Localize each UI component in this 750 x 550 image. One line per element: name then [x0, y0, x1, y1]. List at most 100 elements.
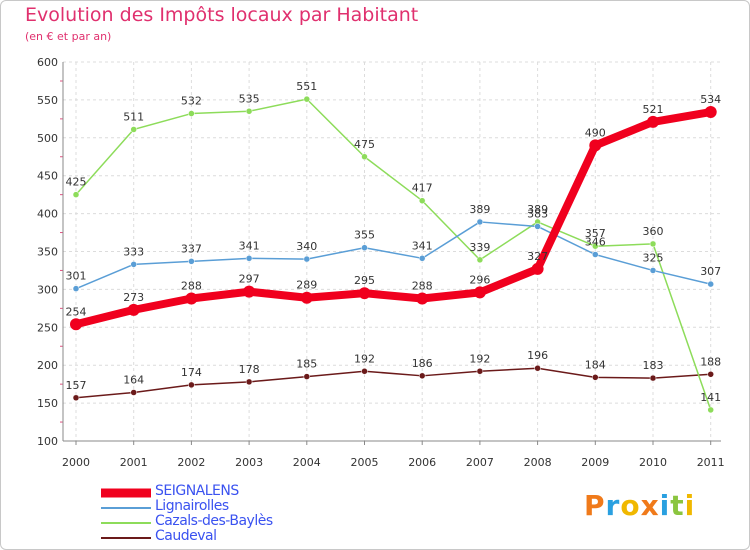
data-label-caudeval: 188 [700, 355, 721, 368]
data-label-lignairolles: 383 [527, 207, 548, 220]
legend-swatch [101, 536, 151, 539]
data-point-seignalens [473, 286, 486, 299]
data-point-seignalens [358, 287, 371, 300]
data-point-seignalens [185, 292, 198, 305]
data-label-cazals-des-bayl-s: 425 [66, 176, 87, 189]
data-label-lignairolles: 301 [66, 270, 87, 283]
data-label-lignairolles: 340 [296, 240, 317, 253]
data-point-lignairolles [649, 267, 657, 274]
data-label-cazals-des-bayl-s: 141 [700, 391, 721, 404]
data-point-lignairolles [188, 258, 195, 265]
series-layer [70, 95, 717, 414]
data-label-cazals-des-bayl-s: 511 [123, 110, 144, 123]
data-point-caudeval [72, 394, 80, 402]
data-point-seignalens [70, 318, 82, 331]
x-tick-label: 2005 [351, 456, 379, 469]
data-label-cazals-des-bayl-s: 360 [643, 225, 664, 238]
data-point-lignairolles [476, 218, 484, 226]
data-label-cazals-des-bayl-s: 417 [412, 182, 433, 195]
logo-letter: i [684, 489, 696, 522]
data-point-cazals-des-bayl-s [245, 108, 253, 115]
logo-letter: x [640, 489, 660, 522]
data-point-caudeval [418, 372, 426, 380]
data-label-seignalens: 273 [123, 291, 144, 304]
data-label-lignairolles: 307 [700, 265, 721, 278]
data-point-lignairolles [361, 244, 368, 251]
data-point-seignalens [647, 115, 659, 128]
data-point-lignairolles [72, 285, 80, 292]
data-point-seignalens [704, 106, 717, 119]
data-point-seignalens [127, 303, 140, 316]
data-point-caudeval [130, 389, 137, 396]
data-label-cazals-des-bayl-s: 339 [469, 241, 490, 254]
x-tick-label: 2002 [177, 456, 205, 469]
legend-label: SEIGNALENS [155, 483, 239, 499]
series-line-lignairolles [75, 221, 712, 290]
data-label-cazals-des-bayl-s: 357 [585, 227, 606, 240]
series-line-cazals-des-bayl-s [75, 98, 712, 411]
data-point-seignalens [531, 262, 544, 275]
data-label-seignalens: 490 [585, 126, 606, 139]
data-point-lignairolles [592, 251, 599, 258]
data-label-caudeval: 185 [296, 358, 317, 371]
data-point-seignalens [416, 292, 429, 305]
x-tick-label: 2008 [524, 456, 552, 469]
data-label-lignairolles: 341 [239, 239, 260, 252]
data-point-lignairolles [707, 280, 714, 288]
data-label-caudeval: 178 [239, 363, 260, 376]
data-label-lignairolles: 333 [123, 245, 144, 258]
data-label-seignalens: 288 [181, 279, 202, 292]
data-label-lignairolles: 355 [354, 229, 375, 242]
x-tick-label: 2010 [639, 456, 667, 469]
proxiti-logo: Proxiti [584, 489, 695, 522]
data-point-caudeval [188, 381, 195, 389]
data-point-caudeval [303, 373, 311, 380]
data-point-caudeval [245, 378, 253, 386]
series-line-caudeval [75, 367, 712, 399]
line-chart: 100 150 200 250 300 350 400 450 500 550 600 2000 200… [37, 56, 725, 469]
data-point-caudeval [592, 374, 599, 381]
data-label-caudeval: 174 [181, 366, 202, 379]
data-point-cazals-des-bayl-s [418, 197, 426, 204]
data-label-seignalens: 254 [66, 305, 87, 318]
y-tick-label: 450 [37, 170, 58, 183]
legend-swatch [101, 521, 151, 524]
data-label-cazals-des-bayl-s: 532 [181, 95, 202, 108]
logo-letter: r [605, 489, 621, 522]
logo-letter: t [670, 489, 685, 522]
data-label-cazals-des-bayl-s: 475 [354, 138, 375, 151]
x-tick-label: 2009 [581, 456, 609, 469]
data-label-lignairolles: 337 [181, 242, 202, 255]
y-tick-label: 400 [37, 208, 58, 221]
x-tick-label: 2000 [62, 456, 90, 469]
y-tick-label: 500 [37, 132, 58, 145]
data-label-seignalens: 296 [469, 273, 490, 286]
axes: 100 150 200 250 300 350 400 450 500 550 600 2000 200… [37, 56, 725, 469]
data-label-seignalens: 297 [239, 273, 260, 286]
logo-letter: P [584, 489, 606, 522]
legend-swatch [101, 488, 151, 497]
data-point-seignalens [589, 139, 602, 152]
data-label-lignairolles: 341 [412, 239, 433, 252]
data-label-seignalens: 534 [700, 93, 721, 106]
data-point-cazals-des-bayl-s [592, 242, 599, 250]
series-seignalens [70, 106, 717, 331]
series-line-seignalens [72, 108, 715, 329]
data-point-lignairolles [245, 255, 253, 262]
data-label-lignairolles: 325 [643, 251, 664, 264]
data-point-cazals-des-bayl-s [707, 406, 714, 414]
data-label-cazals-des-bayl-s: 551 [296, 80, 317, 93]
data-point-cazals-des-bayl-s [188, 110, 195, 117]
data-point-cazals-des-bayl-s [303, 95, 311, 103]
x-tick-label: 2006 [408, 456, 436, 469]
legend-label: Caudeval [155, 528, 217, 544]
x-tick-label: 2004 [293, 456, 321, 469]
logo-letter: o [620, 489, 641, 522]
data-point-cazals-des-bayl-s [361, 153, 368, 160]
data-point-lignairolles [418, 255, 426, 262]
y-tick-label: 600 [37, 56, 58, 69]
data-point-caudeval [476, 368, 484, 375]
data-label-caudeval: 196 [527, 349, 548, 362]
grid [63, 61, 721, 442]
data-label-lignairolles: 389 [469, 203, 490, 216]
